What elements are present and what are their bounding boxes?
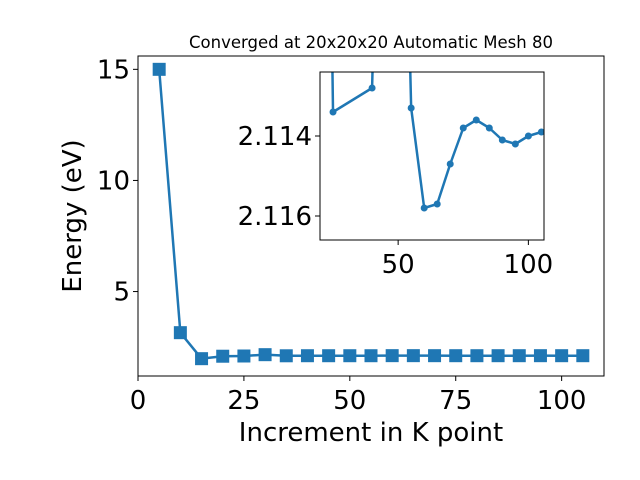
main-data-point	[237, 349, 251, 363]
inset-x-tick-label: 100	[504, 250, 554, 280]
main-x-tick-label: 50	[333, 386, 366, 416]
main-data-point	[470, 349, 484, 363]
inset-series	[329, 72, 544, 212]
inset-data-point	[498, 136, 506, 144]
main-x-axis-label: Increment in K point	[239, 418, 503, 448]
main-data-point	[279, 349, 293, 363]
main-data-point	[258, 348, 272, 362]
main-data-point	[428, 349, 442, 363]
inset-data-point	[446, 160, 454, 168]
inset-plot: 50 100 2.114 2.116	[238, 71, 554, 280]
inset-data-point	[537, 128, 544, 136]
main-data-point	[173, 326, 187, 340]
inset-series-line	[331, 72, 542, 210]
inset-data-point	[329, 108, 337, 116]
main-x-axis: 0 25 50 75 100	[130, 376, 587, 416]
main-data-point	[491, 349, 505, 363]
main-data-point	[512, 349, 526, 363]
inset-data-point	[472, 116, 480, 124]
main-data-point	[385, 349, 399, 363]
main-data-point	[343, 349, 357, 363]
main-data-point	[533, 349, 547, 363]
main-data-point	[449, 349, 463, 363]
main-data-point	[406, 349, 420, 363]
inset-data-point	[459, 124, 467, 132]
inset-x-tick-label: 50	[382, 250, 415, 280]
inset-background	[320, 72, 544, 240]
inset-data-point	[368, 84, 376, 92]
inset-data-point	[433, 200, 441, 208]
inset-data-point	[420, 204, 428, 212]
main-data-point	[555, 349, 569, 363]
main-data-point	[364, 349, 378, 363]
main-x-tick-label: 100	[537, 386, 587, 416]
main-y-tick-label: 5	[113, 278, 130, 308]
inset-y-axis: 2.114 2.116	[238, 122, 320, 232]
main-data-point	[576, 349, 590, 363]
main-data-point	[152, 62, 166, 76]
inset-data-point	[511, 140, 519, 148]
main-data-point	[195, 352, 209, 366]
inset-data-point	[407, 104, 415, 112]
main-y-tick-label: 15	[97, 55, 130, 85]
main-x-tick-label: 25	[227, 386, 260, 416]
main-chart-title: Converged at 20x20x20 Automatic Mesh 80	[189, 33, 553, 52]
main-y-tick-label: 10	[97, 167, 130, 197]
main-series	[152, 62, 590, 366]
main-plot-frame	[137, 55, 605, 377]
inset-data-point	[485, 124, 493, 132]
inset-y-tick-label: 2.116	[238, 202, 312, 232]
inset-plot-frame	[319, 71, 545, 241]
main-y-axis: 5 10 15	[97, 55, 138, 308]
main-data-point	[300, 349, 314, 363]
inset-y-tick-label: 2.114	[238, 122, 312, 152]
inset-data-point	[524, 132, 532, 140]
main-data-point	[322, 349, 336, 363]
main-y-axis-label: Energy (eV)	[58, 139, 88, 292]
main-plot: Converged at 20x20x20 Automatic Mesh 80 …	[58, 33, 605, 448]
main-x-tick-label: 0	[130, 386, 147, 416]
inset-x-axis: 50 100	[382, 240, 554, 280]
main-x-tick-label: 75	[439, 386, 472, 416]
main-data-point	[216, 349, 230, 363]
